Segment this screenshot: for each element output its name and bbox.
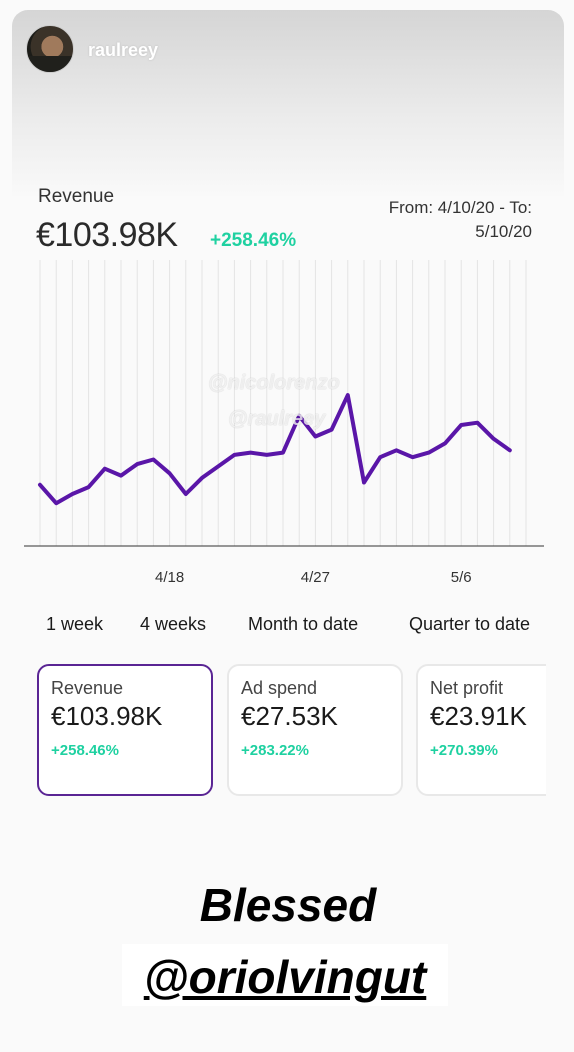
chart-x-ticks: 4/18 4/27 5/6 <box>155 569 472 586</box>
date-range[interactable]: From: 4/10/20 - To: 5/10/20 <box>332 196 532 244</box>
chart-x-tick-label: 4/27 <box>301 569 330 586</box>
card-ad-spend[interactable]: Ad spend €27.53K +283.22% <box>227 664 403 796</box>
card-label: Revenue <box>51 678 124 698</box>
watermark-text: @nicolorenzo <box>208 372 340 394</box>
card-value: €27.53K <box>241 701 338 731</box>
card-label: Ad spend <box>241 678 318 698</box>
card-revenue[interactable]: Revenue €103.98K +258.46% <box>37 664 213 796</box>
date-range-line-1: From: 4/10/20 - To: <box>388 198 532 217</box>
metric-value: €103.98K <box>36 216 178 254</box>
card-label: Net profit <box>430 678 504 698</box>
card-value: €103.98K <box>51 701 163 731</box>
mention-tag[interactable]: @oriolvingut <box>143 951 427 1003</box>
tab-quarter-to-date[interactable]: Quarter to date <box>409 614 531 634</box>
tab-4-weeks[interactable]: 4 weeks <box>140 614 207 634</box>
card-change: +270.39% <box>430 742 498 759</box>
card-value: €23.91K <box>430 701 527 731</box>
date-range-line-2: 5/10/20 <box>475 222 532 241</box>
metric-cards: Revenue €103.98K +258.46% Ad spend €27.5… <box>36 662 546 802</box>
watermark-text: @raulreey <box>228 408 326 430</box>
metric-change: +258.46% <box>210 230 297 251</box>
username[interactable]: raulreey <box>88 40 159 60</box>
caption-text: Blessed <box>199 879 377 931</box>
chart-gridlines <box>39 260 527 546</box>
chart-series <box>38 393 512 506</box>
tab-month-to-date[interactable]: Month to date <box>248 614 359 634</box>
tab-1-week[interactable]: 1 week <box>46 614 104 634</box>
story-frame[interactable]: raulreey Revenue €103.98K +258.46% From:… <box>12 10 564 1050</box>
chart-series-line <box>38 393 512 506</box>
caption-highlight <box>122 944 448 1006</box>
card-change: +283.22% <box>241 742 309 759</box>
metric-label: Revenue <box>38 186 115 207</box>
card-net-profit[interactable]: Net profit €23.91K +270.39% <box>416 664 546 796</box>
revenue-line-chart: 4/18 4/27 5/6 <box>24 260 544 586</box>
card-change: +258.46% <box>51 742 119 759</box>
chart-x-tick-label: 4/18 <box>155 569 184 586</box>
avatar[interactable] <box>26 25 74 73</box>
chart-x-tick-label: 5/6 <box>451 569 472 586</box>
